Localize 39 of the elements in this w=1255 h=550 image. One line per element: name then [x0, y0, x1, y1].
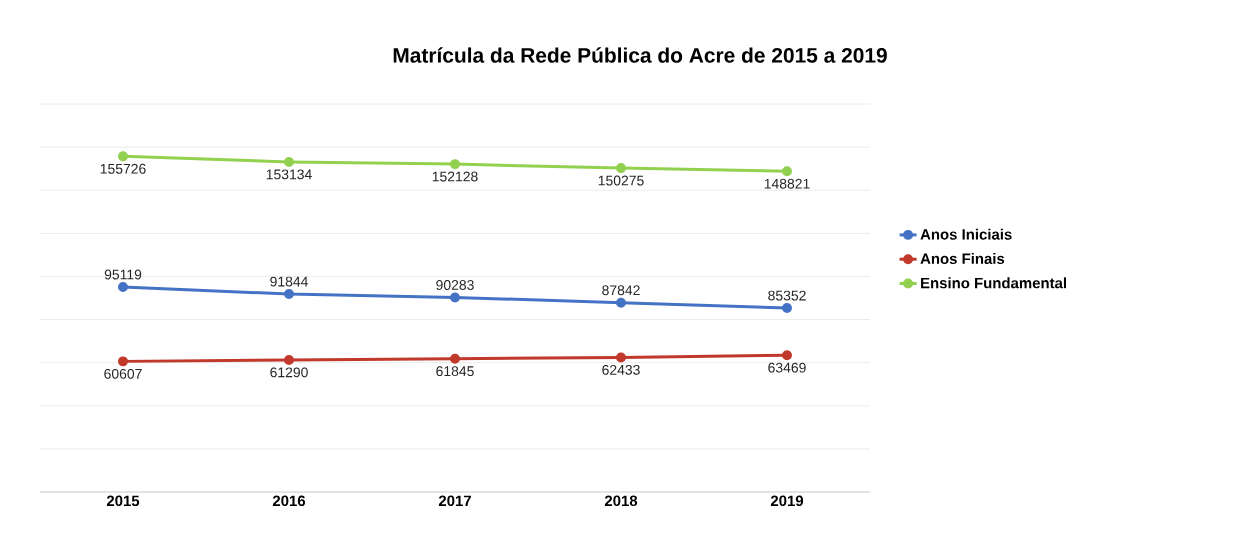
data-label: 61845: [436, 366, 474, 377]
data-label: 90283: [436, 280, 474, 290]
point: [118, 356, 128, 367]
point: [616, 297, 626, 308]
data-label: 155726: [100, 163, 146, 174]
data-label: 85352: [768, 290, 806, 301]
x-tick-label: 2017: [438, 495, 471, 507]
legend-label: Anos Finais: [920, 253, 1005, 264]
point: [450, 292, 460, 303]
data-label: 148821: [764, 178, 810, 189]
data-label: 62433: [602, 364, 640, 375]
point: [284, 354, 294, 365]
legend-label: Anos Iniciais: [920, 228, 1012, 240]
point: [450, 159, 460, 170]
point: [450, 353, 460, 364]
data-label: 95119: [104, 269, 142, 280]
data-label: 152128: [432, 171, 478, 182]
data-label: 150275: [598, 175, 644, 186]
data-label: 61290: [270, 367, 308, 378]
data-label: 60607: [104, 368, 142, 379]
point: [616, 163, 626, 174]
point: [284, 156, 294, 167]
point: [118, 151, 128, 162]
point: [616, 352, 626, 363]
data-label: 153134: [266, 169, 312, 180]
data-label: 91844: [270, 276, 308, 287]
x-tick-label: 2019: [770, 495, 804, 507]
point: [782, 303, 792, 314]
x-tick-label: 2015: [106, 495, 140, 507]
data-label: 87842: [602, 285, 640, 296]
legend-label: Ensino Fundamental: [921, 277, 1066, 289]
data-label: 63469: [768, 362, 806, 373]
point: [118, 282, 128, 292]
chart-title: Matrícula da Rede Pública do Acre de 2015 a 2019: [393, 47, 887, 63]
point: [284, 289, 294, 300]
point: [782, 166, 792, 177]
x-tick-label: 2016: [272, 495, 306, 507]
point: [782, 350, 792, 361]
x-tick-label: 2018: [604, 495, 638, 507]
